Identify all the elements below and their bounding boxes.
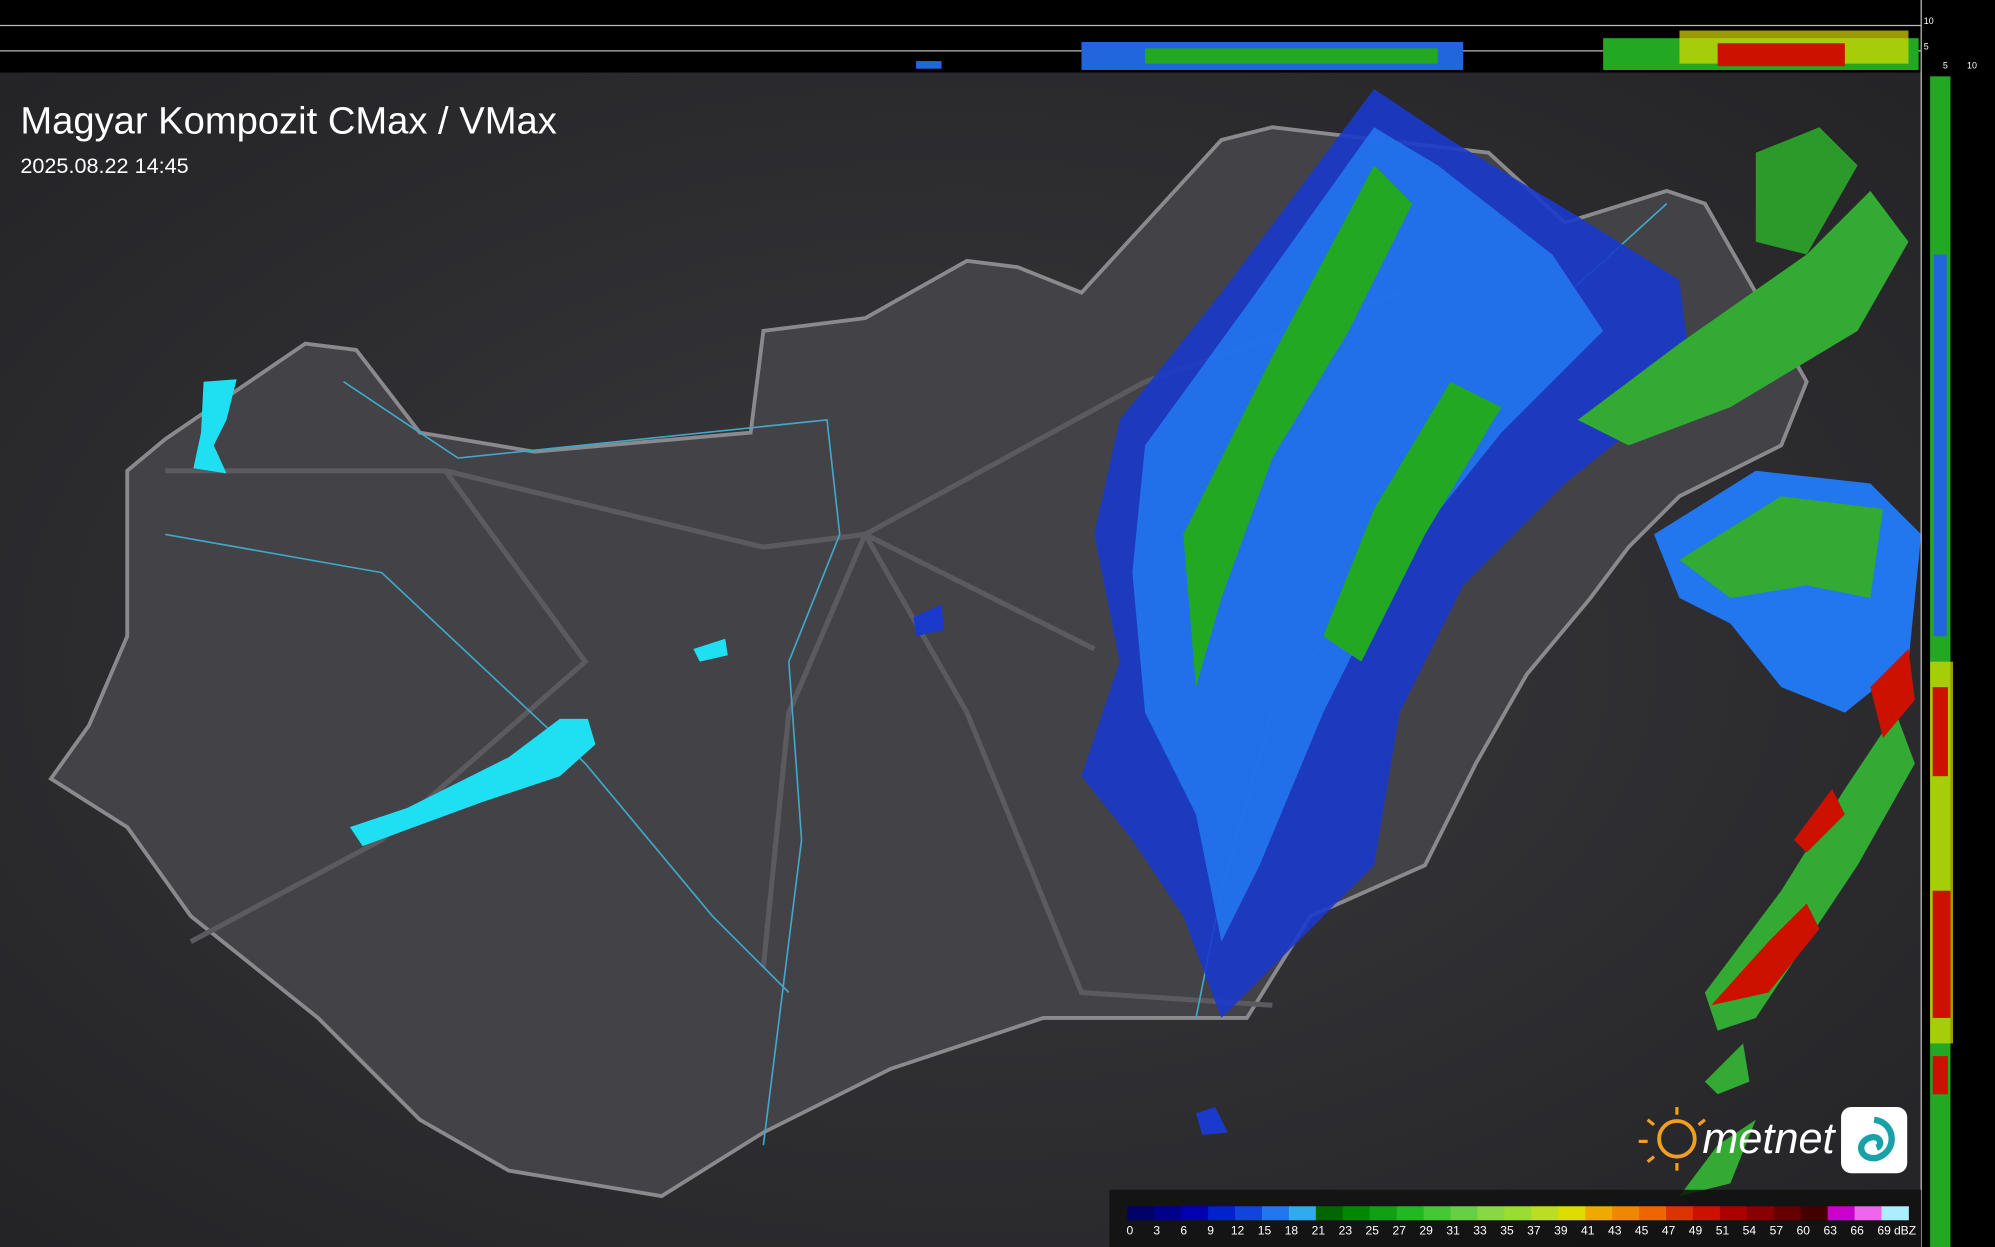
legend-label: 60 xyxy=(1797,1223,1811,1237)
legend-swatch xyxy=(1477,1206,1505,1221)
legend-label: 63 xyxy=(1823,1223,1837,1237)
legend-label: 25 xyxy=(1366,1223,1380,1237)
legend-label: 31 xyxy=(1446,1223,1460,1237)
legend-swatch xyxy=(1423,1206,1451,1221)
legend-swatch xyxy=(1719,1206,1748,1221)
legend-swatch xyxy=(1773,1206,1802,1221)
legend-swatch xyxy=(1342,1206,1371,1221)
legend-label: 47 xyxy=(1662,1223,1676,1237)
legend-label: 51 xyxy=(1716,1223,1730,1237)
legend-label: 37 xyxy=(1527,1223,1541,1237)
legend-swatch xyxy=(1235,1206,1263,1221)
legend-label: 69 xyxy=(1877,1223,1891,1237)
profile-axis-label: 10 xyxy=(1924,16,1934,26)
radar-echoes xyxy=(913,89,1922,1197)
legend-label: 9 xyxy=(1207,1223,1214,1237)
top-profile xyxy=(0,0,1995,73)
legend-label: 41 xyxy=(1581,1223,1595,1237)
legend-swatch xyxy=(1666,1206,1694,1221)
legend-swatch xyxy=(1450,1206,1478,1221)
legend-label: 49 xyxy=(1689,1223,1703,1237)
legend-swatch xyxy=(1504,1206,1532,1221)
legend-label: 3 xyxy=(1153,1223,1160,1237)
legend-swatch xyxy=(1800,1206,1829,1221)
legend-swatch xyxy=(1396,1206,1424,1221)
legend-swatch xyxy=(1558,1206,1586,1221)
legend-label: 35 xyxy=(1500,1223,1514,1237)
legend-swatch xyxy=(1127,1206,1155,1221)
legend-swatch xyxy=(1612,1206,1640,1221)
legend: 0 3 6 9 12 15 18 21 23 25 27 29 31 33 35 37 39 41 43 45 47 49… xyxy=(1126,1206,1909,1237)
legend-swatch xyxy=(1208,1206,1236,1221)
map-title: Magyar Kompozit CMax / VMax xyxy=(20,100,556,143)
profile-axis-label: 5 xyxy=(1924,42,1929,52)
right-profile xyxy=(1920,0,1995,1247)
profile-axis-label: 10 xyxy=(1967,61,1977,71)
legend-swatch xyxy=(1154,1206,1182,1221)
timestamp: 2025.08.22 14:45 xyxy=(20,153,188,178)
legend-label: 27 xyxy=(1392,1223,1406,1237)
legend-label: 12 xyxy=(1231,1223,1245,1237)
legend-swatch xyxy=(1881,1206,1909,1221)
legend-label: 18 xyxy=(1285,1223,1299,1237)
legend-swatch xyxy=(1639,1206,1667,1221)
legend-label: 43 xyxy=(1608,1223,1622,1237)
legend-swatch xyxy=(1746,1206,1775,1221)
lakes xyxy=(193,379,728,847)
legend-swatch xyxy=(1854,1206,1882,1221)
legend-label: 0 xyxy=(1126,1223,1133,1237)
legend-swatch xyxy=(1692,1206,1721,1221)
legend-label: 57 xyxy=(1770,1223,1784,1237)
legend-swatch xyxy=(1585,1206,1613,1221)
legend-label: 29 xyxy=(1419,1223,1433,1237)
legend-label: 39 xyxy=(1554,1223,1568,1237)
legend-swatch xyxy=(1531,1206,1559,1221)
logo xyxy=(1638,1107,1908,1174)
legend-label: 45 xyxy=(1635,1223,1649,1237)
legend-label: 6 xyxy=(1180,1223,1187,1237)
legend-swatch xyxy=(1181,1206,1209,1221)
legend-label: 21 xyxy=(1312,1223,1326,1237)
legend-label: 33 xyxy=(1473,1223,1487,1237)
profile-axis-label: 5 xyxy=(1943,61,1948,71)
legend-swatch xyxy=(1261,1206,1290,1221)
legend-label: 23 xyxy=(1339,1223,1353,1237)
legend-label: 54 xyxy=(1743,1223,1757,1237)
logo-text: metnet xyxy=(1702,1115,1836,1163)
legend-unit: dBZ xyxy=(1894,1223,1916,1237)
legend-swatch xyxy=(1288,1206,1317,1221)
legend-swatch xyxy=(1315,1206,1344,1221)
legend-swatch xyxy=(1369,1206,1398,1221)
legend-swatch xyxy=(1827,1206,1855,1221)
legend-label: 15 xyxy=(1258,1223,1272,1237)
legend-label: 66 xyxy=(1850,1223,1864,1237)
